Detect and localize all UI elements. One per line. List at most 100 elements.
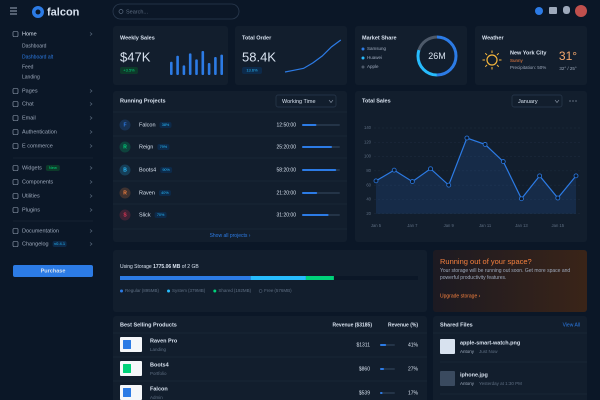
nav-item[interactable]: Authentication	[22, 129, 57, 135]
nav-item[interactable]: Pages	[22, 88, 38, 94]
nav-item[interactable]: Utilities	[22, 193, 40, 199]
nav-item[interactable]: Widgets	[22, 165, 42, 171]
sales-line	[375, 137, 577, 200]
legend-dot	[258, 289, 263, 293]
footer-link[interactable]: Show all projects ›	[210, 233, 251, 239]
nav-item[interactable]: Plugins	[22, 207, 40, 213]
sun-ray	[484, 52, 488, 56]
project-avatar	[119, 119, 131, 131]
settings-icon[interactable]	[535, 7, 543, 15]
mini-bar	[220, 54, 223, 75]
mini-bar	[176, 55, 179, 75]
card	[475, 26, 587, 85]
data-point	[409, 179, 415, 184]
progress-bar	[380, 368, 385, 370]
weather-condition: Sunny	[510, 58, 524, 63]
mini-bar	[170, 61, 173, 75]
progress-bar	[302, 192, 318, 194]
donut-segment	[416, 35, 458, 77]
nav-icon	[12, 129, 19, 135]
filter-select[interactable]	[275, 94, 337, 108]
project-time: 25:20:00	[277, 144, 297, 150]
project-initial: S	[123, 213, 127, 219]
sun-icon	[486, 54, 498, 66]
product-percent: 17%	[408, 390, 419, 396]
purchase-button-text[interactable]: Purchase	[41, 268, 66, 274]
project-initial: F	[123, 123, 126, 129]
card-title: Shared Files	[440, 322, 473, 328]
file-name[interactable]: iphone.jpg	[460, 372, 488, 378]
stat-value: $47K	[120, 49, 151, 64]
donut-segment	[416, 35, 458, 77]
progress-bar	[302, 124, 317, 126]
product-name[interactable]: Boots4	[150, 362, 170, 368]
nav-item[interactable]: Documentation	[22, 228, 59, 234]
nav-subitem[interactable]: Feed	[22, 64, 34, 70]
user-avatar[interactable]	[575, 5, 587, 17]
progress-track	[380, 392, 395, 394]
purchase-button[interactable]	[13, 265, 93, 277]
nav-chevron	[89, 116, 93, 120]
view-all-link[interactable]: View All	[563, 322, 580, 328]
project-initial: R	[123, 145, 127, 151]
weather-city: New York City	[510, 50, 547, 56]
sun-ray	[496, 64, 500, 68]
storage-segment	[250, 276, 306, 280]
project-name[interactable]: Reign	[139, 144, 153, 150]
percent-badge-text: 70%	[157, 213, 165, 217]
card	[113, 250, 427, 312]
project-name[interactable]: Raven	[139, 190, 155, 196]
y-tick-label: 120	[364, 139, 372, 144]
project-name[interactable]: Slick	[139, 212, 151, 218]
percent-badge-text: 40%	[161, 191, 169, 195]
project-time: 12:50:00	[277, 122, 297, 128]
legend-value: (379MB)	[188, 288, 206, 293]
nav-chevron	[89, 144, 93, 148]
promo-link[interactable]: Upgrade storage ›	[440, 293, 481, 299]
legend-value: (192MB)	[234, 288, 252, 293]
data-point	[464, 135, 470, 141]
nav-badge	[45, 165, 60, 171]
change-badge	[242, 67, 262, 74]
storage-segment	[333, 276, 418, 280]
search-box[interactable]	[112, 3, 240, 20]
product-category: Portfolio	[150, 371, 167, 376]
area-fill	[376, 138, 576, 214]
nav-subitem[interactable]: Dashboard	[22, 43, 47, 49]
y-tick-label: 100	[364, 154, 372, 159]
cart-icon[interactable]	[549, 7, 557, 14]
card-title: Total Sales	[362, 98, 391, 104]
nav-item[interactable]: Changelog	[22, 241, 49, 247]
x-tick-label: Jan 15	[552, 223, 565, 228]
nav-chevron	[89, 32, 93, 36]
project-time: 21:20:00	[277, 190, 297, 196]
file-name[interactable]: apple-smart-watch.png	[460, 340, 520, 346]
product-name[interactable]: Raven Pro	[150, 338, 178, 344]
product-revenue: $539	[359, 390, 370, 396]
nav-item[interactable]: Email	[22, 115, 36, 121]
legend-dot	[167, 289, 171, 293]
project-name[interactable]: Boots4	[139, 167, 156, 173]
product-name[interactable]: Falcon	[150, 386, 168, 392]
project-name[interactable]: Falcon	[139, 122, 156, 128]
data-point	[482, 142, 488, 147]
percent-badge	[160, 167, 173, 173]
nav-item[interactable]: Components	[22, 179, 53, 185]
card-title: Weather	[482, 35, 504, 41]
nav-item[interactable]: Home	[22, 31, 37, 37]
filter-select[interactable]	[511, 94, 563, 108]
nav-chevron	[89, 89, 93, 93]
nav-icon	[12, 228, 19, 234]
nav-item[interactable]: Chat	[22, 101, 34, 107]
nav-item[interactable]: E commerce	[22, 143, 53, 149]
product-percent: 41%	[408, 342, 419, 348]
x-tick-label: Jan 7	[407, 223, 418, 228]
nav-subitem[interactable]: Landing	[22, 74, 40, 80]
nav-chevron	[89, 166, 93, 170]
product-category: Admin	[150, 395, 163, 400]
nav-subitem[interactable]: Dashboard alt	[22, 54, 54, 60]
data-point	[391, 167, 397, 173]
storage-segment	[120, 276, 251, 280]
notification-icon[interactable]	[563, 6, 570, 14]
